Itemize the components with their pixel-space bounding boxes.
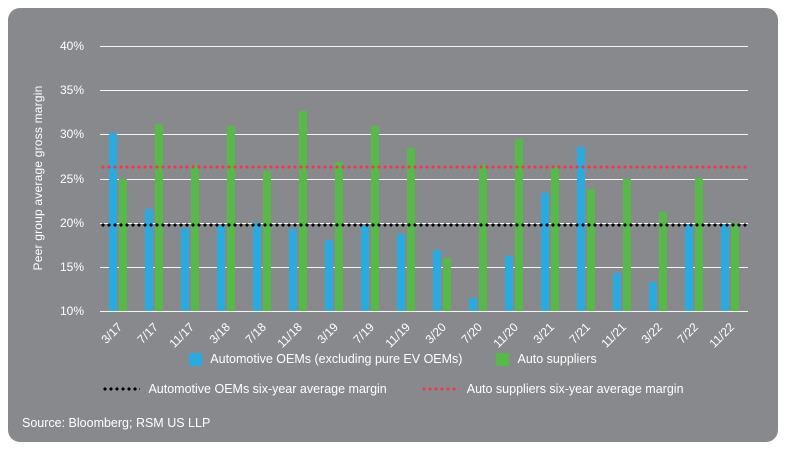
bar-supplier bbox=[371, 126, 379, 311]
supplier-series-swatch bbox=[496, 352, 510, 366]
legend-row-averages: Automotive OEMs six-year average margin … bbox=[8, 382, 778, 396]
y-tick-label: 40% bbox=[59, 39, 84, 53]
y-tick-label: 20% bbox=[59, 215, 84, 230]
bar-oem bbox=[145, 209, 153, 311]
bar-oem bbox=[181, 227, 189, 311]
bar-oem bbox=[541, 192, 549, 311]
y-axis-tick-labels: 10% 15% 20% 25% 30% 35% 40% bbox=[8, 39, 92, 318]
y-tick-label: 10% bbox=[59, 304, 84, 318]
bar-oem bbox=[721, 224, 729, 311]
bar-oem bbox=[433, 250, 441, 311]
bar-oem bbox=[505, 256, 513, 311]
bar-supplier bbox=[263, 171, 271, 311]
bar-oem bbox=[361, 226, 369, 311]
bar-oem bbox=[109, 132, 117, 311]
bar-oem bbox=[289, 228, 297, 311]
bar-supplier bbox=[191, 166, 199, 311]
bar-supplier bbox=[587, 189, 595, 311]
oem-average-dotted-line-sample bbox=[102, 387, 141, 391]
legend-item-oems: Automotive OEMs (excluding pure EV OEMs) bbox=[189, 352, 462, 366]
bar-oem bbox=[577, 146, 585, 311]
bar-supplier bbox=[155, 123, 163, 311]
bar-supplier bbox=[623, 178, 631, 311]
bar-supplier bbox=[551, 167, 559, 311]
bar-oem bbox=[325, 240, 333, 311]
legend-item-oem-average: Automotive OEMs six-year average margin bbox=[102, 382, 387, 396]
bar-supplier bbox=[299, 111, 307, 311]
gridline bbox=[100, 222, 748, 224]
y-tick-label: 25% bbox=[59, 171, 84, 186]
supplier-average-label: Auto suppliers six-year average margin bbox=[466, 382, 684, 396]
bar-supplier bbox=[731, 222, 739, 311]
supplier-average-line bbox=[100, 165, 748, 170]
bar-oem bbox=[469, 297, 477, 311]
bar-oem bbox=[253, 222, 261, 311]
bar-supplier bbox=[227, 126, 235, 311]
source-text: Source: Bloomberg; RSM US LLP bbox=[22, 416, 211, 430]
bar-supplier bbox=[443, 258, 451, 311]
bar-oem bbox=[685, 224, 693, 311]
plot-area bbox=[100, 46, 748, 312]
gross-margin-chart-panel: Peer group average gross margin 10% 15% 20… bbox=[8, 8, 778, 442]
bar-supplier bbox=[659, 212, 667, 311]
bar-oem bbox=[217, 226, 225, 311]
bar-supplier bbox=[119, 178, 127, 311]
y-tick-label: 15% bbox=[59, 259, 84, 274]
bar-supplier bbox=[479, 165, 487, 311]
legend-item-supplier-average: Auto suppliers six-year average margin bbox=[420, 382, 684, 396]
gridline bbox=[100, 90, 748, 92]
x-axis-tick-labels: 3/17 7/17 11/17 3/18 7/18 11/18 3/19 7/19 11/19 3… bbox=[99, 314, 748, 356]
oem-average-line bbox=[100, 223, 748, 228]
bar-oem bbox=[649, 281, 657, 311]
bar-oem bbox=[397, 234, 405, 311]
gridline bbox=[100, 311, 748, 312]
y-tick-label: 35% bbox=[59, 83, 84, 98]
bar-supplier bbox=[407, 147, 415, 311]
oem-average-label: Automotive OEMs six-year average margin bbox=[148, 382, 387, 396]
gridline bbox=[100, 46, 748, 47]
bar-oem bbox=[613, 273, 621, 311]
bar-supplier bbox=[335, 161, 343, 311]
y-tick-label: 30% bbox=[59, 127, 84, 142]
supplier-average-dotted-line-sample bbox=[420, 387, 459, 391]
legend-item-suppliers: Auto suppliers bbox=[496, 352, 597, 366]
supplier-series-label: Auto suppliers bbox=[517, 352, 597, 366]
gridline bbox=[100, 178, 748, 180]
bar-supplier bbox=[695, 177, 703, 311]
legend-row-series: Automotive OEMs (excluding pure EV OEMs)… bbox=[8, 352, 778, 366]
oem-series-label: Automotive OEMs (excluding pure EV OEMs) bbox=[210, 352, 463, 366]
gridline bbox=[100, 266, 748, 268]
gridline bbox=[100, 134, 748, 136]
oem-series-swatch bbox=[189, 352, 203, 366]
